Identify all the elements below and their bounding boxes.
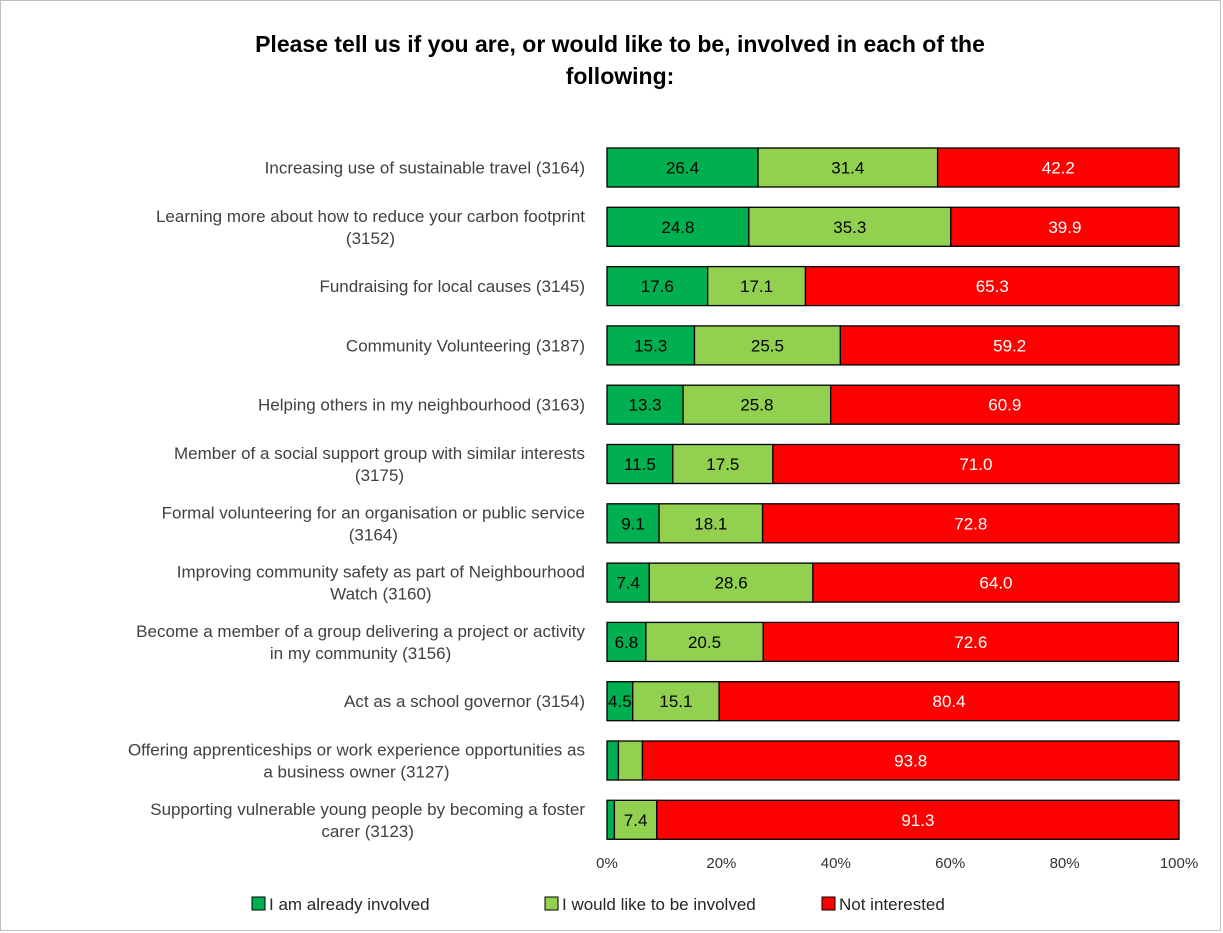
bar-segment: [936, 147, 1180, 188]
legend-label: Not interested: [839, 895, 945, 914]
data-label: 15.1: [659, 692, 692, 711]
category-label: Become a member of a group delivering a …: [136, 622, 585, 663]
bar-segment: [804, 265, 1180, 307]
category-label: Member of a social support group with si…: [174, 444, 585, 485]
x-tick-label: 80%: [1050, 855, 1080, 872]
x-axis: 0% 20% 40% 60% 80% 100%: [596, 855, 1198, 872]
category-label: Offering apprenticeships or work experie…: [128, 741, 585, 782]
bar-segment: [617, 740, 644, 781]
data-label: 59.2: [993, 336, 1026, 355]
bar-segment: [648, 562, 814, 603]
legend-label: I would like to be involved: [562, 895, 756, 914]
bar-segment: [950, 206, 1180, 247]
data-label: 93.8: [894, 752, 927, 771]
x-tick-label: 20%: [706, 855, 736, 872]
category-label: Act as a school governor (3154): [344, 692, 585, 711]
category-label: Learning more about how to reduce your c…: [156, 207, 585, 248]
data-label: 24.8: [661, 218, 694, 237]
data-label: 65.3: [976, 277, 1009, 296]
bars-group: 26.4 31.4 42.2 24.8 35.3 39.9 17.6 17.1 65.3 15.3…: [606, 147, 1180, 840]
data-label: 9.1: [621, 514, 645, 533]
bar-segment: [606, 265, 709, 307]
data-label: 7.4: [624, 811, 648, 830]
bar-segment: [707, 265, 807, 307]
data-label: 72.6: [954, 633, 987, 652]
data-label: 18.1: [694, 514, 727, 533]
data-label: 4.5: [608, 692, 632, 711]
bar-segment: [839, 325, 1180, 366]
data-label: 20.5: [688, 633, 721, 652]
bar-segment: [613, 799, 658, 840]
data-label: 6.8: [615, 633, 639, 652]
bar-segment: [812, 562, 1180, 603]
bar-segment: [656, 799, 1180, 840]
data-label: 91.3: [901, 811, 934, 830]
x-tick-label: 60%: [935, 855, 965, 872]
x-tick-label: 40%: [821, 855, 851, 872]
bar-segment: [606, 799, 616, 840]
data-label: 15.3: [634, 336, 667, 355]
bar-segment: [641, 740, 1180, 781]
bar-segment: [606, 740, 620, 781]
x-tick-label: 0%: [596, 855, 618, 872]
bar-segment: [672, 443, 774, 485]
data-label: 64.0: [979, 574, 1012, 593]
data-label: 39.9: [1048, 218, 1081, 237]
data-label: 26.4: [666, 159, 699, 178]
data-label: 11.5: [624, 455, 656, 474]
legend-swatch: [821, 896, 836, 911]
bar-segment: [645, 621, 764, 663]
bar-segment: [748, 206, 952, 247]
bar-segment: [606, 443, 674, 485]
data-label: 7.4: [616, 574, 640, 593]
chart-title: Please tell us if you are, or would like…: [255, 31, 985, 89]
bar-segment: [606, 562, 650, 603]
bar-segment: [762, 621, 1180, 663]
bar-segment: [830, 384, 1180, 425]
legend-swatch: [251, 896, 266, 911]
category-label: Helping others in my neighbourhood (3163…: [258, 396, 585, 415]
bar-segment: [606, 206, 750, 247]
bar-segment: [632, 681, 720, 722]
legend: I am already involved I would like to be …: [251, 895, 945, 914]
data-label: 35.3: [833, 218, 866, 237]
category-label: Improving community safety as part of Ne…: [177, 563, 585, 604]
data-label: 72.8: [954, 514, 987, 533]
data-label: 60.9: [988, 396, 1021, 415]
data-label: 17.5: [706, 455, 739, 474]
bar-segment: [757, 147, 939, 188]
data-label: 31.4: [831, 159, 864, 178]
data-label: 42.2: [1042, 159, 1075, 178]
data-label: 71.0: [959, 455, 992, 474]
bar-segment: [606, 681, 634, 722]
data-label: 13.3: [628, 396, 661, 415]
bar-segment: [606, 325, 696, 366]
bar-segment: [682, 384, 832, 425]
bar-segment: [718, 681, 1180, 722]
bar-segment: [606, 147, 759, 188]
category-label: Increasing use of sustainable travel (31…: [265, 159, 585, 178]
data-label: 17.1: [740, 277, 773, 296]
data-label: 80.4: [933, 692, 966, 711]
data-label: 17.6: [641, 277, 674, 296]
category-label: Fundraising for local causes (3145): [319, 277, 585, 296]
x-tick-label: 100%: [1160, 855, 1198, 872]
category-label: Supporting vulnerable young people by be…: [150, 800, 585, 841]
category-label: Formal volunteering for an organisation …: [162, 503, 585, 544]
category-labels-group: Increasing use of sustainable travel (31…: [128, 159, 586, 841]
category-label: Community Volunteering (3187): [346, 336, 585, 355]
bar-segment: [772, 443, 1180, 485]
data-label: 25.8: [740, 396, 773, 415]
bar-segment: [606, 384, 684, 425]
bar-segment: [761, 503, 1180, 544]
bar-segment: [606, 503, 660, 544]
legend-swatch: [544, 896, 559, 911]
data-label: 28.6: [715, 574, 748, 593]
bar-segment: [693, 325, 842, 366]
data-label: 25.5: [751, 336, 784, 355]
legend-label: I am already involved: [269, 895, 430, 914]
